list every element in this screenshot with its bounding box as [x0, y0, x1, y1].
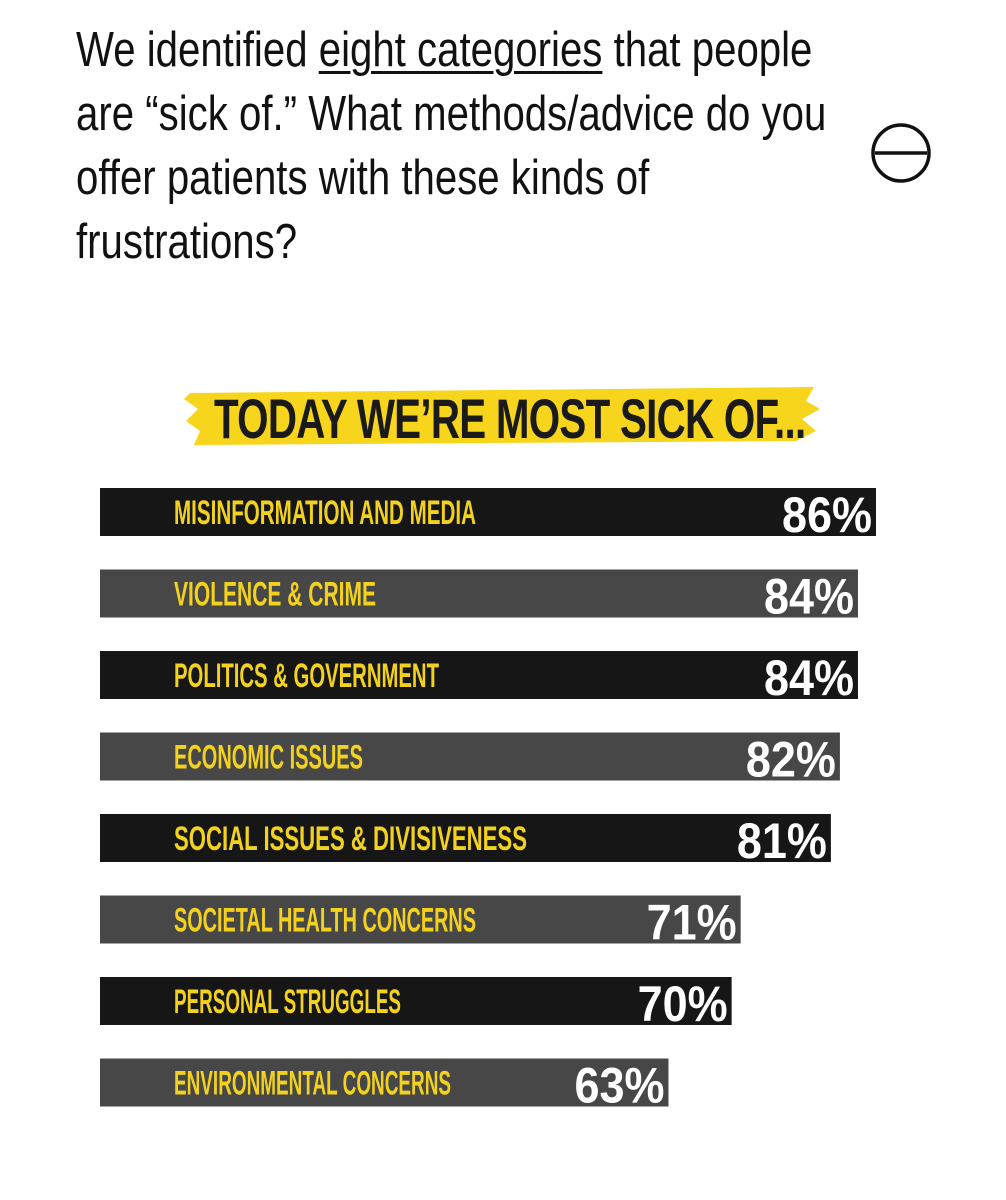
bar-value-2: 84%: [764, 569, 854, 625]
chart-title: TODAY WE’RE MOST SICK OF...: [214, 387, 806, 450]
bar-value-1: 86%: [782, 487, 872, 543]
bar-label-6: SOCIETAL HEALTH CONCERNS: [174, 902, 476, 940]
question-text-end: that people are “sick of.” What methods/…: [76, 23, 827, 269]
chart: TODAY WE’RE MOST SICK OF... MISINFORMATI…: [0, 370, 1006, 1130]
bar-value-5: 81%: [737, 813, 827, 869]
title-highlight-stroke: [184, 387, 820, 445]
bar-label-4: ECONOMIC ISSUES: [174, 739, 363, 777]
bar-6: [100, 895, 741, 944]
bar-value-7: 70%: [638, 976, 728, 1032]
bar-label-5: SOCIAL ISSUES & DIVISIVENESS: [174, 820, 527, 858]
bar-value-3: 84%: [764, 650, 854, 706]
bar-label-8: ENVIRONMENTAL CONCERNS: [174, 1065, 451, 1103]
bar-chart: MISINFORMATION AND MEDIA 86% VIOLENCE & CR…: [100, 487, 876, 1114]
bar-5: [100, 814, 831, 862]
bar-label-3: POLITICS & GOVERNMENT: [174, 657, 439, 695]
bar-label-1: MISINFORMATION AND MEDIA: [174, 494, 476, 532]
minus-circle-icon: [871, 123, 931, 183]
bar-value-6: 71%: [647, 895, 737, 951]
bar-value-4: 82%: [746, 732, 836, 788]
question-text: We identified eight categories that peop…: [76, 18, 839, 274]
bar-2: [100, 569, 858, 618]
bar-7: [100, 977, 732, 1025]
bar-value-8: 63%: [574, 1058, 664, 1114]
bar-3: [100, 651, 858, 699]
collapse-button[interactable]: [870, 122, 932, 184]
bar-8: [100, 1058, 669, 1107]
bar-1: [100, 488, 876, 536]
question-text-start: We identified: [76, 23, 319, 77]
eight-categories-link[interactable]: eight categories: [318, 23, 603, 77]
bar-4: [100, 732, 840, 781]
bar-label-7: PERSONAL STRUGGLES: [174, 983, 401, 1021]
bar-label-2: VIOLENCE & CRIME: [174, 576, 376, 614]
